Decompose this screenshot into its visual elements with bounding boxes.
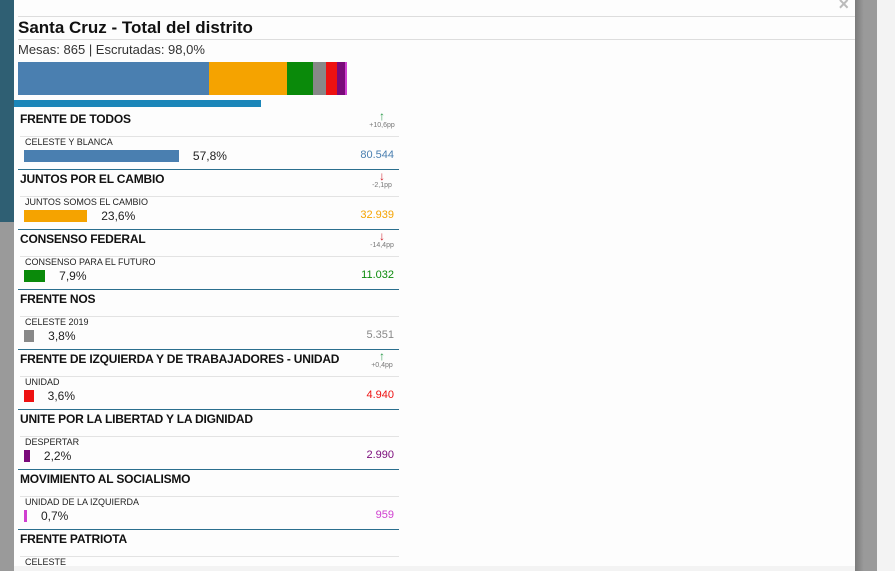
- party-name: UNITE POR LA LIBERTAD Y LA DIGNIDAD: [20, 412, 253, 426]
- stack-segment: [286, 62, 313, 95]
- party-name: MOVIMIENTO AL SOCIALISMO: [20, 472, 191, 486]
- percent-value: 3,6%: [47, 389, 75, 403]
- divider: [20, 196, 399, 197]
- party-name: JUNTOS POR EL CAMBIO: [20, 172, 165, 186]
- votes-value: 5.351: [366, 329, 394, 341]
- percent-value: 2,2%: [43, 449, 72, 463]
- votes-value: 4.940: [366, 389, 394, 401]
- stack-segment: [337, 62, 345, 95]
- party-name: CONSENSO FEDERAL: [20, 232, 146, 246]
- arrow-up-icon: ↑: [379, 349, 385, 363]
- stack-segment: [208, 62, 287, 95]
- percent-bar: [24, 210, 88, 222]
- results-list: FRENTE DE TODOS CELESTE Y BLANCA 57,8% 8…: [18, 110, 399, 568]
- party-row[interactable]: FRENTE DE TODOS CELESTE Y BLANCA 57,8% 8…: [18, 110, 399, 170]
- stack-segment: [325, 62, 338, 95]
- votes-value: 959: [375, 509, 394, 521]
- trend-indicator: ↑ +10,6pp: [367, 109, 397, 129]
- party-row[interactable]: FRENTE PATRIOTA CELESTE: [18, 530, 399, 568]
- candidate-name: UNIDAD: [25, 377, 60, 387]
- divider: [20, 436, 399, 437]
- votes-value: 32.939: [360, 209, 394, 221]
- trend-indicator: ↓ -2,1pp: [367, 169, 397, 189]
- divider: [20, 376, 399, 377]
- party-row[interactable]: CONSENSO FEDERAL CONSENSO PARA EL FUTURO…: [18, 230, 399, 290]
- accent-bar: [14, 100, 261, 107]
- candidate-name: JUNTOS SOMOS EL CAMBIO: [25, 197, 149, 207]
- votes-value: 2.990: [366, 449, 394, 461]
- votes-value: 11.032: [361, 269, 394, 281]
- party-row[interactable]: JUNTOS POR EL CAMBIO JUNTOS SOMOS EL CAM…: [18, 170, 399, 230]
- party-name: FRENTE DE TODOS: [20, 112, 131, 126]
- percent-bar: [24, 330, 35, 342]
- votes-value: 80.544: [360, 149, 394, 161]
- divider: [18, 16, 855, 17]
- trend-value: +10,6pp: [369, 122, 395, 129]
- stack-segment: [18, 62, 209, 95]
- percent-value: 57,8%: [192, 149, 227, 163]
- trend-value: -2,1pp: [372, 182, 392, 189]
- party-name: FRENTE NOS: [20, 292, 96, 306]
- trend-value: +0,4pp: [371, 362, 393, 369]
- party-row[interactable]: MOVIMIENTO AL SOCIALISMO UNIDAD DE LA IZ…: [18, 470, 399, 530]
- arrow-down-icon: ↓: [379, 169, 385, 183]
- candidate-name: DESPERTAR: [25, 437, 80, 447]
- party-row[interactable]: FRENTE DE IZQUIERDA Y DE TRABAJADORES - …: [18, 350, 399, 410]
- arrow-up-icon: ↑: [379, 109, 385, 123]
- summary-text: Mesas: 865 | Escrutadas: 98,0%: [18, 42, 205, 57]
- candidate-name: CELESTE: [25, 557, 67, 567]
- percent-value: 23,6%: [101, 209, 136, 223]
- candidate-name: CELESTE 2019: [25, 317, 89, 327]
- party-row[interactable]: FRENTE NOS CELESTE 2019 3,8% 5.351: [18, 290, 399, 350]
- trend-indicator: ↓ -14,4pp: [367, 229, 397, 249]
- divider: [20, 316, 399, 317]
- stacked-results-bar: [18, 62, 347, 95]
- percent-value: 0,7%: [41, 509, 69, 523]
- candidate-name: CELESTE Y BLANCA: [25, 137, 113, 147]
- close-icon[interactable]: ×: [838, 0, 849, 14]
- arrow-down-icon: ↓: [379, 229, 385, 243]
- divider: [20, 256, 399, 257]
- percent-bar: [24, 510, 27, 522]
- percent-bar: [24, 150, 179, 162]
- party-row[interactable]: UNITE POR LA LIBERTAD Y LA DIGNIDAD DESP…: [18, 410, 399, 470]
- trend-value: -14,4pp: [370, 242, 394, 249]
- background-page: [0, 0, 14, 571]
- trend-indicator: ↑ +0,4pp: [367, 349, 397, 369]
- results-modal: × Santa Cruz - Total del distrito Mesas:…: [14, 0, 855, 568]
- divider: [20, 556, 399, 557]
- modal-title: Santa Cruz - Total del distrito: [18, 18, 253, 37]
- stack-segment: [344, 62, 347, 95]
- percent-value: 7,9%: [59, 269, 87, 283]
- page-scrollbar[interactable]: [855, 0, 877, 571]
- percent-bar: [24, 450, 30, 462]
- divider: [18, 39, 855, 40]
- percent-bar: [24, 270, 46, 282]
- background-sidebar: [0, 0, 14, 222]
- divider: [20, 136, 399, 137]
- divider: [20, 496, 399, 497]
- stack-segment: [312, 62, 326, 95]
- candidate-name: UNIDAD DE LA IZQUIERDA: [25, 497, 140, 507]
- party-name: FRENTE PATRIOTA: [20, 532, 127, 546]
- percent-value: 3,8%: [48, 329, 76, 343]
- party-name: FRENTE DE IZQUIERDA Y DE TRABAJADORES - …: [20, 352, 340, 366]
- candidate-name: CONSENSO PARA EL FUTURO: [25, 257, 156, 267]
- percent-bar: [24, 390, 34, 402]
